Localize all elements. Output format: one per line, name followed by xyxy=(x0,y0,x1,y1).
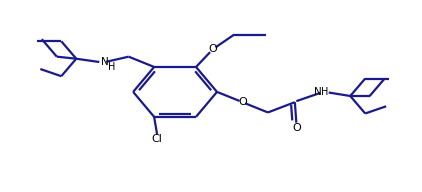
Text: H: H xyxy=(108,62,115,72)
Text: N: N xyxy=(101,57,108,67)
Text: O: O xyxy=(292,123,301,133)
Text: O: O xyxy=(238,97,247,107)
Text: H: H xyxy=(321,87,328,97)
Text: N: N xyxy=(314,87,322,97)
Text: Cl: Cl xyxy=(151,134,162,144)
Text: O: O xyxy=(208,45,217,55)
